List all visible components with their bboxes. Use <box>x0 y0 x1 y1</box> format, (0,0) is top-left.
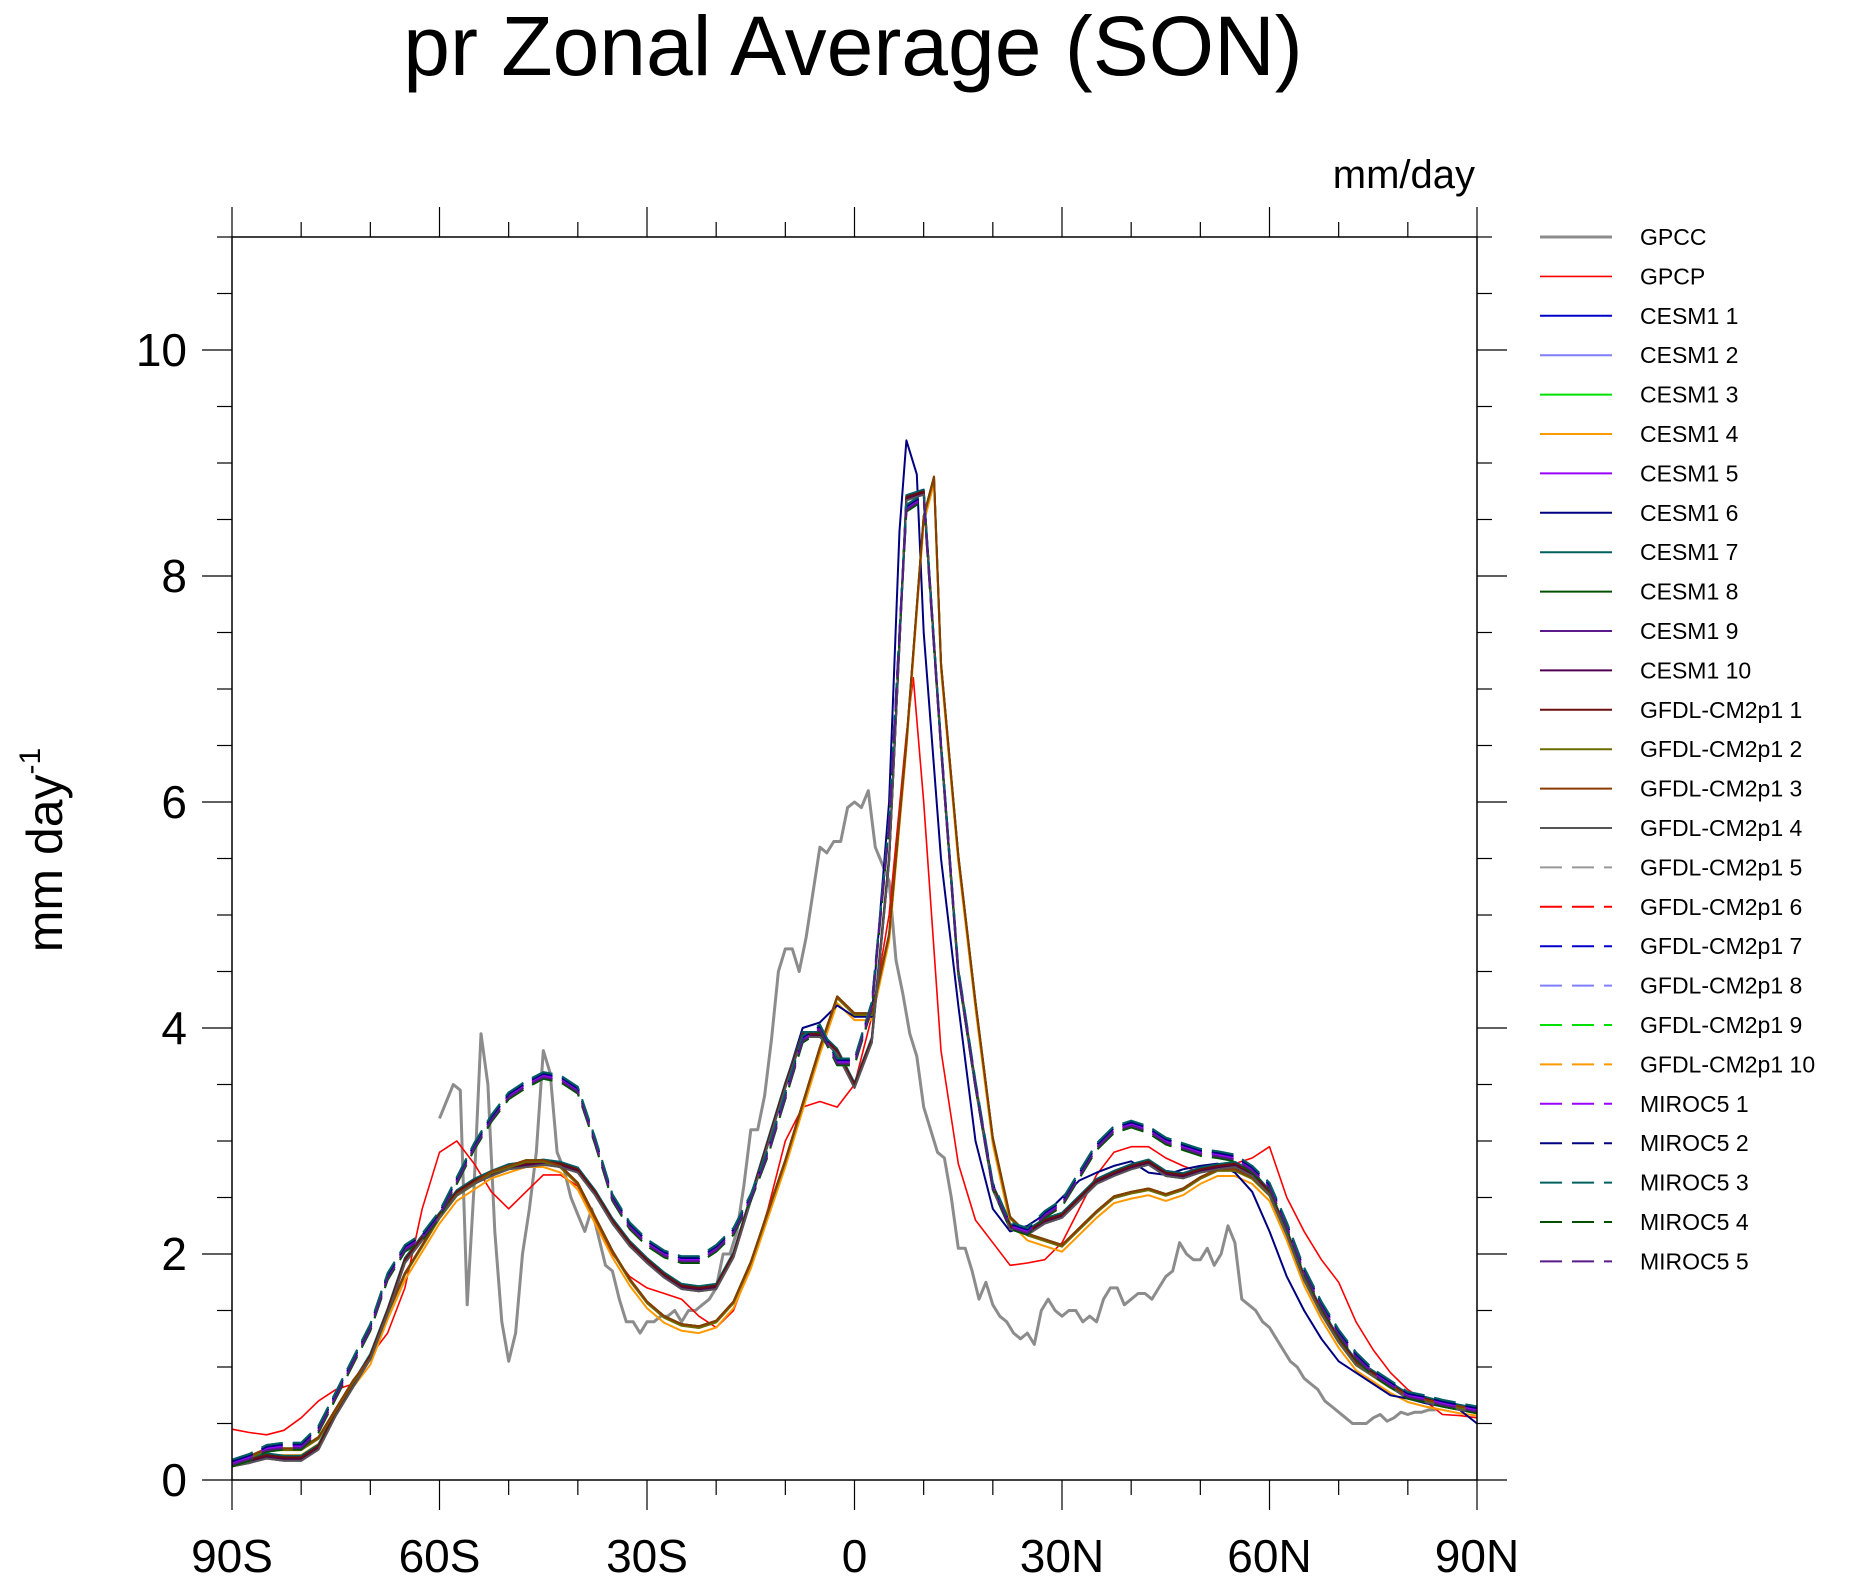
series-line-gpcc <box>438 789 1436 1425</box>
series-line-cesm1-9 <box>231 493 1478 1468</box>
legend-label: CESM1 4 <box>1640 421 1739 447</box>
legend-label: GFDL-CM2p1 4 <box>1640 815 1803 841</box>
series-line-miroc5-2 <box>231 494 1478 1463</box>
y-tick-label: 8 <box>161 550 187 602</box>
axis-ticks <box>202 207 1507 1510</box>
legend-label: CESM1 10 <box>1640 657 1751 683</box>
legend-label: GFDL-CM2p1 1 <box>1640 697 1802 723</box>
series-line-cesm1-8 <box>231 475 1478 1461</box>
legend-label: GFDL-CM2p1 10 <box>1640 1051 1815 1077</box>
x-tick-label: 60S <box>399 1530 481 1582</box>
series-line-cesm1-2 <box>231 488 1478 1463</box>
series-line-gfdl-cm2p1-10 <box>231 497 1478 1466</box>
legend-label: CESM1 6 <box>1640 500 1738 526</box>
series-line-cesm1-7 <box>231 488 1478 1463</box>
legend-label: GFDL-CM2p1 3 <box>1640 776 1802 802</box>
legend-label: CESM1 5 <box>1640 460 1738 486</box>
x-tick-label: 30S <box>606 1530 688 1582</box>
series-line-gfdl-cm2p1-7 <box>231 494 1478 1463</box>
legend-label: GFDL-CM2p1 6 <box>1640 894 1802 920</box>
legend-label: MIROC5 4 <box>1640 1209 1749 1235</box>
legend-label: GPCC <box>1640 224 1706 250</box>
legend-label: GFDL-CM2p1 8 <box>1640 973 1802 999</box>
legend-label: CESM1 1 <box>1640 303 1738 329</box>
legend-label: CESM1 8 <box>1640 579 1738 605</box>
series-line-gfdl-cm2p1-4 <box>231 493 1478 1468</box>
legend-label: CESM1 2 <box>1640 342 1738 368</box>
series-line-cesm1-10 <box>231 491 1478 1466</box>
x-tick-label: 90N <box>1435 1530 1519 1582</box>
series-line-gfdl-cm2p1-1 <box>231 490 1478 1464</box>
legend-label: GFDL-CM2p1 7 <box>1640 933 1802 959</box>
legend-label: GFDL-CM2p1 5 <box>1640 854 1802 880</box>
y-axis-label-exponent: -1 <box>14 748 47 775</box>
chart-title: pr Zonal Average (SON) <box>403 0 1303 93</box>
legend-label: MIROC5 2 <box>1640 1130 1749 1156</box>
x-tick-label: 0 <box>842 1530 868 1582</box>
series-line-miroc5-4 <box>231 499 1478 1468</box>
plot-frame <box>231 236 1478 1481</box>
series-line-gfdl-cm2p1-5 <box>231 497 1478 1466</box>
series-line-miroc5-5 <box>231 497 1478 1466</box>
plot-lines <box>231 439 1478 1468</box>
legend-label: GPCP <box>1640 263 1705 289</box>
legend-label: GFDL-CM2p1 9 <box>1640 1012 1802 1038</box>
x-tick-label: 30N <box>1020 1530 1104 1582</box>
y-tick-label: 2 <box>161 1228 187 1280</box>
series-line-gfdl-cm2p1-3 <box>231 475 1478 1461</box>
legend-label: CESM1 3 <box>1640 382 1738 408</box>
legend-label: CESM1 9 <box>1640 618 1738 644</box>
series-line-gfdl-cm2p1-6 <box>231 495 1478 1464</box>
y-tick-label: 0 <box>161 1454 187 1506</box>
y-tick-label: 4 <box>161 1002 187 1054</box>
legend-label: CESM1 7 <box>1640 539 1738 565</box>
series-line-cesm1-6 <box>231 439 1478 1464</box>
y-tick-label: 6 <box>161 776 187 828</box>
x-tick-label: 60N <box>1227 1530 1311 1582</box>
series-line-gfdl-cm2p1-8 <box>231 492 1478 1461</box>
series-line-gpcp <box>231 676 1478 1436</box>
tick-labels: 0 2 4 6 8 10 90S 60S 30S 0 30N 60N 90N <box>136 324 1519 1582</box>
series-line-cesm1-4 <box>231 482 1478 1468</box>
x-tick-label: 90S <box>191 1530 273 1582</box>
legend-label: MIROC5 1 <box>1640 1091 1749 1117</box>
series-line-cesm1-5 <box>231 491 1478 1466</box>
legend: GPCC GPCP CESM1 1 CESM1 2 CESM1 3 CESM1 4 CESM… <box>1540 224 1815 1274</box>
y-axis-label: mm day-1 <box>14 748 73 953</box>
series-line-cesm1-3 <box>231 475 1478 1461</box>
series-line-miroc5-1 <box>231 495 1478 1464</box>
series-line-cesm1-1 <box>231 490 1478 1464</box>
y-axis-label-main: mm day <box>17 774 73 952</box>
legend-label: MIROC5 3 <box>1640 1170 1749 1196</box>
y-tick-label: 10 <box>136 324 187 376</box>
series-line-miroc5-3 <box>231 492 1478 1461</box>
legend-label: MIROC5 5 <box>1640 1248 1749 1274</box>
series-line-gfdl-cm2p1-2 <box>231 477 1478 1463</box>
units-label: mm/day <box>1333 153 1475 197</box>
series-line-gfdl-cm2p1-9 <box>231 499 1478 1468</box>
legend-label: GFDL-CM2p1 2 <box>1640 736 1802 762</box>
